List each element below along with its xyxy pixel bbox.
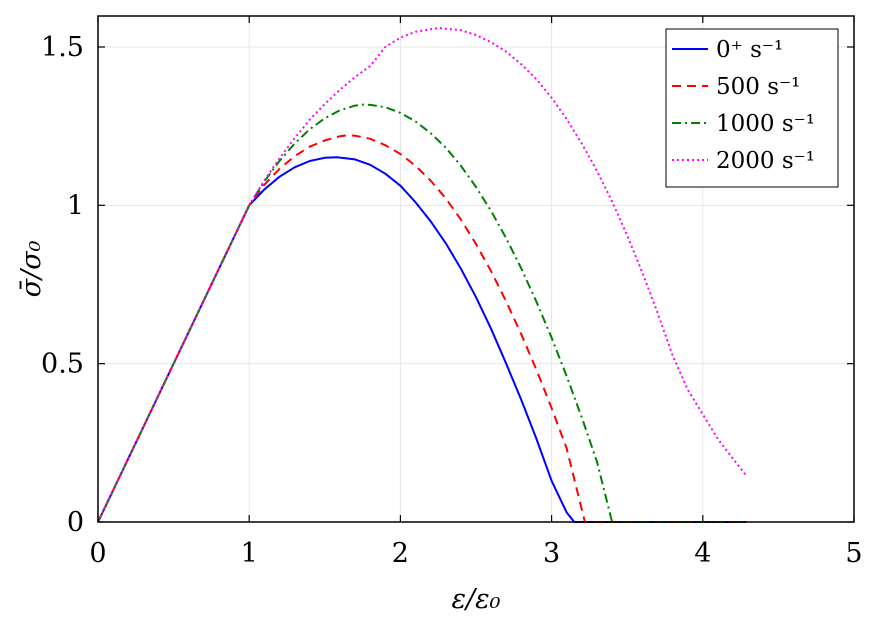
y-tick-label: 1 [67,190,84,221]
x-tick-label: 4 [694,538,711,569]
plot-frame [97,15,855,523]
legend-label: 2000 s⁻¹ [716,148,815,174]
x-tick-label: 0 [89,538,106,569]
legend-label: 0⁺ s⁻¹ [716,37,783,63]
y-tick-label: 0.5 [41,349,84,380]
x-tick-label: 3 [543,538,560,569]
legend-box [665,28,839,188]
series-line [97,103,747,523]
x-tick-label: 2 [392,538,409,569]
x-tick-label: 5 [845,538,862,569]
legend-label: 1000 s⁻¹ [716,111,815,137]
axis-ticks [97,16,855,523]
tick-labels: 0 1 2 3 4 5 0 0.5 1 1.5 [41,32,863,569]
y-axis-label: σ̄/σ₀ [16,240,47,297]
y-tick-label: 0 [67,507,84,538]
x-tick-label: 1 [241,538,258,569]
series-line [97,27,748,523]
y-tick-label: 1.5 [41,32,84,63]
legend: 0⁺ s⁻¹ 500 s⁻¹ 1000 s⁻¹ 2000 s⁻¹ [665,28,839,188]
legend-label: 500 s⁻¹ [716,74,800,100]
x-axis-label: ε/ε₀ [452,584,501,615]
